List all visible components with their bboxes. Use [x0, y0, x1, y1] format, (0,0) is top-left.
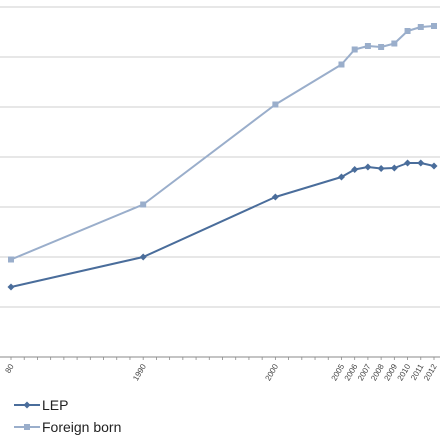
series-foreign-born: [8, 23, 437, 263]
legend-label: Foreign born: [42, 419, 121, 435]
data-point-marker: [337, 173, 345, 181]
data-point-marker: [351, 166, 359, 173]
data-point-marker: [271, 193, 279, 201]
data-point-marker: [351, 46, 358, 53]
data-point-marker: [7, 283, 15, 291]
data-point-marker: [391, 40, 398, 47]
data-point-marker: [404, 159, 412, 167]
data-point-marker: [431, 23, 437, 29]
data-point-marker: [378, 44, 385, 50]
legend-label: LEP: [42, 397, 68, 413]
x-tick-label: 2012: [422, 362, 439, 382]
data-point-marker: [272, 101, 279, 108]
series-layer: [7, 23, 438, 291]
x-axis: 80 1990 2000 200520062007200820092010201120…: [0, 356, 440, 382]
data-point-marker: [140, 201, 147, 208]
legend-swatch-marker: [23, 401, 31, 409]
series-line: [10, 162, 435, 288]
data-point-marker: [404, 28, 411, 34]
series-line: [10, 25, 435, 261]
series-lep: [7, 159, 438, 291]
legend: LEP Foreign born: [14, 397, 121, 435]
x-tick-label: 1990: [131, 362, 148, 382]
data-point-marker: [430, 162, 438, 170]
grid: [0, 6, 440, 308]
x-tick-label: 2010: [396, 362, 413, 382]
data-point-marker: [8, 256, 14, 263]
x-tick-label: 2000: [263, 362, 280, 382]
data-point-marker: [390, 164, 398, 172]
data-point-marker: [364, 163, 372, 171]
legend-item: LEP: [14, 397, 68, 413]
legend-item: Foreign born: [14, 419, 121, 435]
legend-swatch-marker: [24, 424, 30, 430]
x-tick-label: 80: [3, 362, 16, 375]
data-point-marker: [417, 24, 424, 30]
data-point-marker: [139, 253, 147, 261]
data-point-marker: [338, 61, 345, 68]
data-point-marker: [377, 165, 385, 172]
data-point-marker: [364, 43, 371, 49]
data-point-marker: [417, 159, 425, 167]
